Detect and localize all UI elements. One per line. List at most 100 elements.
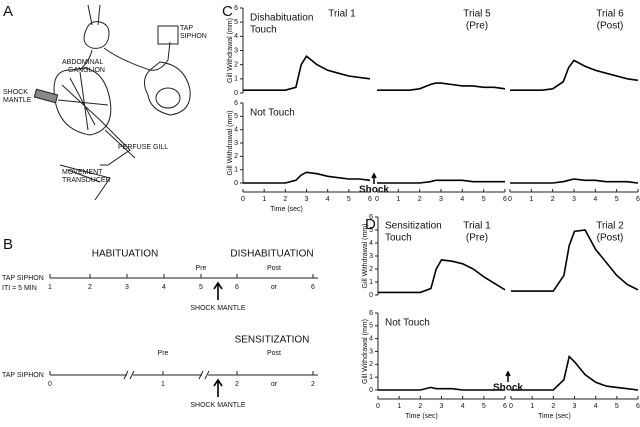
tick-label: or (271, 284, 278, 291)
x-tick-label: 5 (615, 196, 619, 203)
row-label: Not Touch (250, 108, 295, 119)
tick-label: 2 (311, 381, 315, 388)
x-tick-label: 2 (418, 196, 422, 203)
x-tick-label: 5 (347, 196, 351, 203)
label: PERFUSE GILL (118, 144, 168, 151)
x-tick-label: 0 (241, 196, 245, 203)
x-tick-label: 6 (636, 196, 640, 203)
label: TAP SIPHON (2, 372, 44, 379)
label: MOVEMENT (62, 169, 103, 176)
row-label: Sensitization (385, 221, 442, 232)
trace (510, 59, 639, 91)
y-tick-label: 4 (234, 127, 238, 134)
x-tick-label: 6 (503, 196, 507, 203)
row-label: Touch (385, 233, 412, 244)
x-axis-label: Time (sec) (405, 413, 438, 420)
label: ITI = 5 MIN (2, 285, 37, 292)
trace (377, 179, 505, 184)
shock-label: Shock (359, 185, 389, 196)
arrow (213, 378, 223, 397)
tick-label: 5 (199, 284, 203, 291)
y-tick-label: 6 (234, 5, 238, 12)
trace (511, 355, 639, 391)
shock-arrow (371, 172, 377, 184)
trial-label: Trial 5 (463, 9, 491, 20)
y-tick-label: 0 (369, 292, 373, 299)
y-tick-label: 4 (234, 33, 238, 40)
trace (511, 229, 639, 292)
y-tick-label: 5 (369, 227, 373, 234)
y-tick-label: 1 (234, 76, 238, 83)
shock-arrow (505, 370, 511, 382)
heading: DISHABITUATION (230, 249, 313, 260)
y-tick-label: 3 (369, 253, 373, 260)
y-tick-label: 3 (234, 140, 238, 147)
trial-label: (Pre) (466, 21, 488, 32)
x-tick-label: 2 (283, 196, 287, 203)
x-tick-label: 5 (482, 403, 486, 410)
shock-label: Shock (493, 383, 523, 394)
tick-label: or (271, 381, 278, 388)
y-tick-label: 1 (234, 167, 238, 174)
tick-label: 4 (162, 284, 166, 291)
trace (243, 55, 371, 91)
trace (377, 82, 506, 91)
x-tick-label: 2 (418, 403, 422, 410)
trial-label: (Post) (597, 21, 624, 32)
tick-label: 0 (48, 381, 52, 388)
x-tick-label: 0 (375, 196, 379, 203)
x-tick-label: 5 (615, 403, 619, 410)
x-tick-label: 0 (508, 196, 512, 203)
y-tick-label: 3 (234, 47, 238, 54)
y-tick-label: 0 (234, 90, 238, 97)
y-axis-label: Gill Withdrawal (mm) (227, 18, 234, 83)
y-tick-label: 2 (369, 266, 373, 273)
y-tick-label: 2 (234, 153, 238, 160)
label: Post (267, 265, 281, 272)
trace (378, 259, 506, 294)
arrow (213, 281, 223, 300)
x-tick-label: 3 (440, 403, 444, 410)
y-tick-label: 2 (369, 361, 373, 368)
y-axis-label: Gill Withdrawal (mm) (362, 224, 369, 289)
panel-letter: D (365, 216, 376, 233)
x-tick-label: 4 (461, 403, 465, 410)
y-tick-label: 4 (369, 240, 373, 247)
label: TAP SIPHON (2, 275, 44, 282)
y-tick-label: 4 (369, 336, 373, 343)
x-tick-label: 4 (326, 196, 330, 203)
x-tick-label: 3 (572, 196, 576, 203)
row-label: Not Touch (385, 318, 430, 329)
y-tick-label: 5 (234, 19, 238, 26)
x-tick-label: 1 (262, 196, 266, 203)
tick-label: 6 (235, 284, 239, 291)
x-tick-label: 6 (503, 403, 507, 410)
x-tick-label: 6 (368, 196, 372, 203)
x-axis-label: Time (sec) (538, 413, 571, 420)
x-axis-label: Time (sec) (270, 206, 303, 213)
tick-label: 3 (125, 284, 129, 291)
aplysia-diagram (33, 4, 191, 201)
y-tick-label: 2 (234, 62, 238, 69)
tick-label: 1 (161, 381, 165, 388)
trial-label: Trial 1 (463, 221, 491, 232)
y-tick-label: 0 (234, 180, 238, 187)
x-tick-label: 1 (530, 403, 534, 410)
y-tick-label: 6 (369, 310, 373, 317)
x-tick-label: 6 (636, 403, 640, 410)
panel-letter: C (222, 3, 233, 20)
tick-label: 1 (48, 284, 52, 291)
panel-letter: A (3, 3, 13, 20)
heading: SENSITIZATION (235, 335, 310, 346)
x-tick-label: 0 (509, 403, 513, 410)
y-tick-label: 1 (369, 279, 373, 286)
y-axis-label: Gill Withdrawal (mm) (362, 319, 369, 384)
y-tick-label: 6 (369, 214, 373, 221)
x-tick-label: 3 (439, 196, 443, 203)
label: TAP (180, 25, 193, 32)
x-tick-label: 5 (482, 196, 486, 203)
x-tick-label: 1 (397, 403, 401, 410)
label: SHOCK MANTLE (190, 305, 246, 312)
tick-label: 2 (235, 381, 239, 388)
